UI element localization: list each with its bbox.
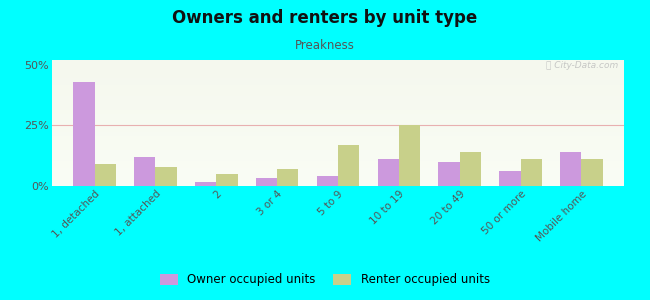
Bar	[438, 162, 460, 186]
Text: ⓘ City-Data.com: ⓘ City-Data.com	[546, 61, 618, 70]
Bar	[73, 82, 95, 186]
Bar	[338, 145, 359, 186]
Legend: Owner occupied units, Renter occupied units: Owner occupied units, Renter occupied un…	[155, 269, 495, 291]
Bar	[460, 152, 481, 186]
Bar	[399, 125, 420, 186]
Bar	[317, 176, 338, 186]
Bar	[560, 152, 581, 186]
Bar	[256, 178, 277, 186]
Text: Owners and renters by unit type: Owners and renters by unit type	[172, 9, 478, 27]
Bar	[521, 159, 542, 186]
Bar	[195, 182, 216, 186]
Bar	[95, 164, 116, 186]
Bar	[378, 159, 399, 186]
Bar	[155, 167, 177, 186]
Bar	[134, 157, 155, 186]
Bar	[499, 172, 521, 186]
Text: Preakness: Preakness	[295, 39, 355, 52]
Bar	[581, 159, 603, 186]
Bar	[277, 169, 298, 186]
Bar	[216, 174, 238, 186]
